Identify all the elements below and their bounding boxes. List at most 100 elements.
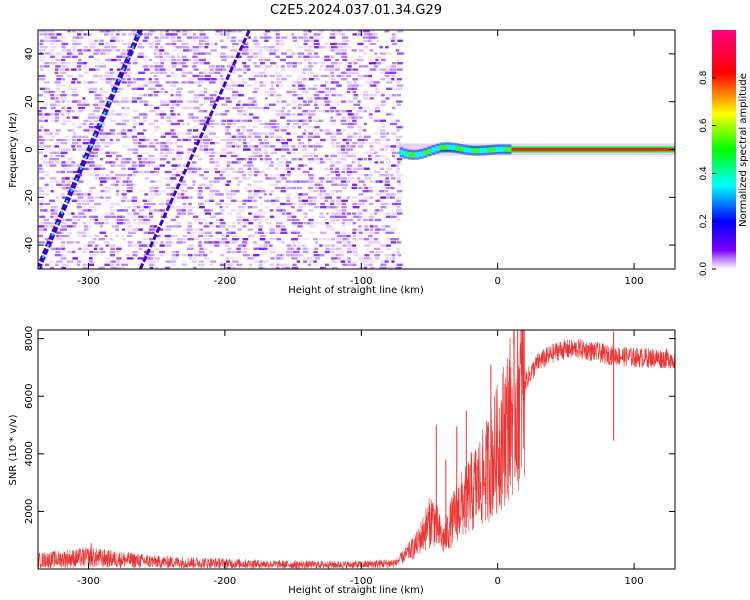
spectrogram-noise-cell [309,36,314,39]
spectrogram-noise-cell [83,68,87,71]
spectrogram-noise-cell [263,193,268,196]
spectrogram-noise-cell [276,254,282,257]
spectrogram-noise-cell [133,116,140,119]
spectrogram-noise-cell [38,241,45,244]
spectrogram-noise-cell [386,138,391,142]
spectrogram-noise-cell [391,74,396,78]
spectrogram-noise-cell [303,151,309,154]
spectrogram-noise-cell [175,254,179,257]
spectrogram-noise-cell [248,218,256,222]
spectrogram-noise-cell [395,238,400,241]
spectrogram-noise-cell [204,167,210,170]
spectrogram-noise-cell [380,228,386,231]
spectrogram-noise-cell [385,186,390,190]
spectrogram-noise-cell [313,161,321,164]
spectrogram-noise-cell [170,106,175,110]
spectrogram-noise-cell [368,62,376,65]
spectrogram-noise-cell [225,193,233,196]
spectrogram-noise-cell [247,106,254,110]
spectrogram-noise-cell [291,84,296,87]
spectrogram-noise-cell [292,71,298,74]
spectrogram-noise-cell [71,52,76,55]
spectrogram-noise-cell [132,202,140,206]
spectrogram-noise-cell [199,228,203,231]
spectrogram-noise-cell [198,90,206,94]
spectrogram-noise-cell [373,94,377,97]
spectrogram-noise-cell [71,68,77,71]
spectrogram-noise-cell [187,129,192,132]
spectrogram-noise-cell [143,202,150,206]
spectrogram-noise-cell [231,234,238,238]
spectrogram-noise-cell [274,148,282,151]
spectrogram-noise-cell [318,46,326,49]
spectrogram-noise-cell [296,231,300,234]
spectrogram-noise-cell [77,218,81,222]
spectrogram-noise-cell [225,129,229,132]
spectrogram-noise-cell [395,196,402,199]
spectrogram-noise-cell [341,183,348,186]
spectrogram-noise-cell [126,257,134,260]
spectrogram-noise-cell [121,106,126,110]
spectrogram-noise-cell [319,87,326,90]
spectrogram-noise-cell [181,132,188,135]
spectrogram-noise-cell [192,46,199,49]
spectrogram-noise-cell [341,55,348,58]
spectrogram-noise-cell [225,126,231,129]
carrier-core [439,148,675,151]
spectrogram-noise-cell [226,36,231,39]
spectrogram-noise-cell [166,74,171,78]
spectrogram-noise-cell [385,97,390,100]
spectrogram-noise-cell [39,190,45,193]
spectrogram-noise-cell [159,84,164,87]
spectrogram-noise-cell [247,196,254,199]
spectrogram-noise-cell [94,138,98,142]
spectrogram-noise-cell [319,212,324,215]
spectrogram-noise-cell [100,164,106,167]
spectrogram-noise-cell [296,68,303,71]
spectrogram-noise-cell [170,218,177,222]
spectrogram-noise-cell [181,193,185,196]
spectrogram-noise-cell [160,46,164,49]
spectrogram-noise-cell [325,174,331,177]
spectrogram-noise-cell [347,135,353,138]
spectrogram-noise-cell [170,110,174,113]
spectrogram-noise-cell [137,46,145,49]
spectrogram-noise-cell [374,55,381,58]
spectrogram-noise-cell [242,52,249,55]
spectrogram-noise-cell [176,164,182,167]
spectrogram-noise-cell [335,170,340,174]
spectrogram-noise-cell [347,84,354,87]
spectrogram-noise-cell [270,202,276,206]
spectrogram-noise-cell [275,135,283,138]
spectrogram-noise-cell [380,202,388,206]
spectrogram-noise-cell [226,142,233,145]
spectrogram-noise-cell [303,222,310,225]
spectrogram-noise-cell [171,241,176,244]
spectrogram-noise-cell [49,161,54,164]
spectrogram-noise-cell [270,250,276,254]
spectrogram-noise-cell [341,202,346,206]
spectrogram-noise-cell [369,225,374,228]
spectrogram-noise-cell [154,129,159,132]
spectrogram-noise-cell [385,177,390,180]
spectrogram-noise-cell [87,263,95,266]
spectrogram-noise-cell [346,68,352,71]
spectrogram-noise-cell [286,196,291,199]
spectrogram-noise-cell [308,151,316,154]
spectrogram-noise-cell [176,196,184,199]
spectrogram-noise-cell [352,90,356,94]
spectrogram-noise-cell [164,222,169,225]
spectrogram-noise-cell [44,65,50,68]
spectrogram-noise-cell [148,215,154,218]
spectrogram-noise-cell [170,148,174,151]
spectrogram-noise-cell [380,260,386,263]
spectrogram-noise-cell [313,199,317,202]
spectrogram-noise-cell [331,30,336,33]
spectrogram-noise-cell [43,228,47,231]
spectrogram-noise-cell [302,100,307,103]
spectrogram-noise-cell [133,58,137,62]
spectrogram-noise-cell [181,42,189,46]
spectrogram-noise-cell [357,158,363,161]
spectrogram-noise-cell [330,142,335,145]
spectrogram-noise-cell [265,218,269,222]
